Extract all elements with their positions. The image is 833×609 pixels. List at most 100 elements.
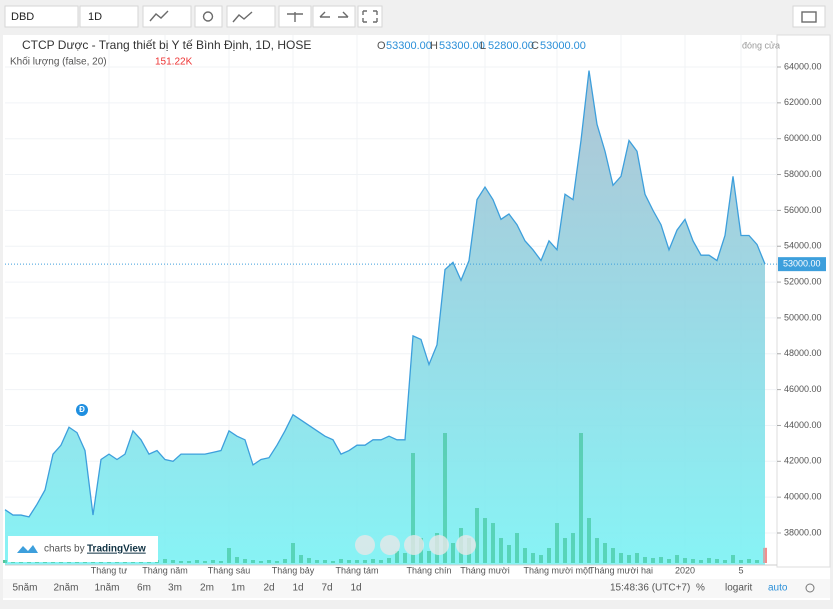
symbol: DBD <box>11 11 34 23</box>
volume-bar-overlay <box>763 547 767 563</box>
icon <box>801 11 817 23</box>
volume-bar-overlay <box>531 553 535 563</box>
period-button[interactable]: 7d <box>321 583 332 594</box>
y-tick-label: 44000.00 <box>784 420 822 430</box>
volume-bar-overlay <box>323 560 327 563</box>
log-toggle[interactable]: logarit <box>725 583 752 594</box>
interval-box[interactable] <box>79 5 139 28</box>
volume-bar-overlay <box>603 543 607 563</box>
volume-bar-overlay <box>331 561 335 563</box>
auto-toggle[interactable]: auto <box>768 583 788 594</box>
period-button[interactable]: 1m <box>231 583 245 594</box>
icon <box>362 10 378 23</box>
symbol-box[interactable] <box>4 5 79 28</box>
nav-button[interactable] <box>404 535 424 555</box>
nav-button[interactable] <box>355 535 375 555</box>
volume-bar-overlay <box>339 559 343 563</box>
period-button[interactable]: 2d <box>263 583 274 594</box>
period-button[interactable]: 2m <box>200 583 214 594</box>
x-tick-label: Tháng năm <box>142 565 188 575</box>
icon <box>287 12 303 22</box>
period-button[interactable]: 6m <box>137 583 151 594</box>
volume-bar-overlay <box>563 538 567 563</box>
logo <box>17 545 38 553</box>
period-button[interactable]: 1năm <box>94 583 119 594</box>
volume-bar-overlay <box>627 555 631 563</box>
volume-bar-overlay <box>275 561 279 563</box>
volume-title: Khối lượng (false, 20) <box>10 56 107 68</box>
undo-redo[interactable] <box>312 5 356 28</box>
settings[interactable] <box>194 5 223 28</box>
volume-bar-overlay <box>707 558 711 563</box>
fullscreen[interactable] <box>357 5 383 28</box>
period-button[interactable]: 1d <box>292 583 303 594</box>
interval: 1D <box>88 11 102 23</box>
volume-bar-overlay <box>251 560 255 563</box>
branding-name: TradingView <box>87 544 146 555</box>
nav-button[interactable] <box>456 535 476 555</box>
price-axis <box>776 34 831 568</box>
volume-bar-overlay <box>587 518 591 563</box>
volume-bar-overlay <box>611 548 615 563</box>
volume-bar-overlay <box>643 557 647 563</box>
last-price-label: 53000.00 <box>783 259 821 269</box>
volume-bar-overlay <box>619 553 623 563</box>
last-price-tag <box>778 257 826 272</box>
x-tick-label: Tháng mười một <box>524 565 591 575</box>
volume-bar-overlay <box>443 433 447 563</box>
volume-bar-overlay <box>475 508 479 563</box>
status-settings[interactable] <box>805 583 815 593</box>
snapshot[interactable] <box>792 5 826 28</box>
x-tick-label: Tháng bảy <box>272 565 315 575</box>
volume-bar-overlay <box>747 559 751 563</box>
volume-bar-overlay <box>499 538 503 563</box>
volume-bar-overlay <box>699 560 703 563</box>
y-tick-label: 42000.00 <box>784 456 822 466</box>
y-tick-label: 50000.00 <box>784 312 822 322</box>
volume-bar-overlay <box>395 551 399 563</box>
volume-bar-overlay <box>347 560 351 563</box>
icon <box>202 11 214 22</box>
chart-style[interactable] <box>142 5 192 28</box>
y-tick-label: 48000.00 <box>784 348 822 358</box>
low-label: L <box>480 40 486 52</box>
volume-bar-overlay <box>635 553 639 563</box>
price-line <box>4 70 766 518</box>
period-button[interactable]: 5năm <box>12 583 37 594</box>
volume-bar-overlay <box>739 560 743 563</box>
nav-button[interactable] <box>429 535 449 555</box>
volume-bar-overlay <box>547 548 551 563</box>
volume-bar-overlay <box>203 561 207 563</box>
volume-bar-overlay <box>683 558 687 563</box>
series-title: CTCP Dược - Trang thiết bị Y tế Bình Địn… <box>22 38 311 52</box>
volume-bar-overlay <box>507 545 511 563</box>
y-tick-label: 54000.00 <box>784 241 822 251</box>
toolbar: DBD 1D <box>4 5 826 28</box>
volume-bar-overlay <box>219 561 223 563</box>
high-value: 53300.00 <box>439 40 485 52</box>
volume-bar-overlay <box>595 538 599 563</box>
volume-bar-overlay <box>523 548 527 563</box>
indicators[interactable] <box>226 5 276 28</box>
percent-toggle[interactable]: % <box>696 583 705 594</box>
volume-bar-overlay <box>715 559 719 563</box>
period-button[interactable]: 1d <box>350 583 361 594</box>
volume-bar-overlay <box>171 560 175 563</box>
volume-bar-overlay <box>243 559 247 563</box>
x-tick-label: Tháng chín <box>406 565 451 575</box>
volume-bar-overlay <box>283 559 287 563</box>
volume-bar-overlay <box>355 560 359 563</box>
icon <box>149 10 169 22</box>
nav-button[interactable] <box>380 535 400 555</box>
volume-bar-overlay <box>259 561 263 563</box>
volume-bar-overlay <box>387 558 391 563</box>
volume-bar-overlay <box>411 453 415 563</box>
low-value: 52800.00 <box>488 40 534 52</box>
period-button[interactable]: 3m <box>168 583 182 594</box>
period-button[interactable]: 2năm <box>53 583 78 594</box>
volume-bar-overlay <box>379 560 383 563</box>
volume-bar-overlay <box>187 561 191 563</box>
volume-bar-overlay <box>579 433 583 563</box>
y-tick-label: 38000.00 <box>784 527 822 537</box>
nav <box>355 535 476 555</box>
